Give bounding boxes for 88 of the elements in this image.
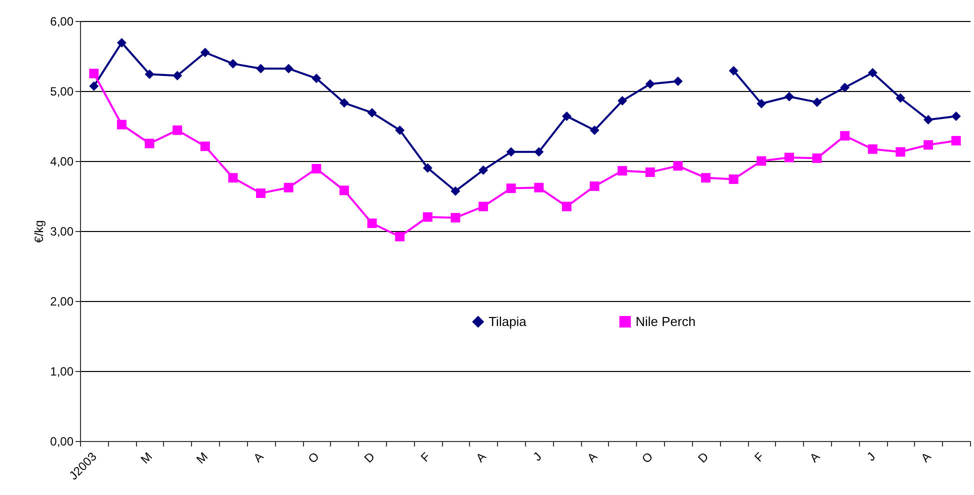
point [172, 70, 182, 80]
point [450, 186, 460, 196]
y-tick-label: 1,00 [50, 364, 74, 378]
y-tick-label: 0,00 [50, 434, 74, 448]
point [618, 166, 628, 176]
point [645, 79, 655, 89]
point [478, 165, 488, 175]
x-tick-label: J [530, 450, 544, 464]
point [200, 142, 210, 152]
y-tick-label: 6,00 [50, 14, 74, 28]
point [924, 140, 934, 150]
point [590, 125, 600, 135]
y-tick-label: 4,00 [50, 154, 74, 168]
point [812, 97, 822, 107]
point [339, 98, 349, 108]
point [395, 125, 405, 135]
x-tick-label: J [864, 450, 878, 464]
point [116, 120, 126, 130]
x-tick-label: D [361, 449, 378, 466]
point [534, 147, 544, 157]
x-tick-label: A [250, 450, 266, 466]
point [89, 81, 99, 91]
point [784, 152, 794, 162]
point [701, 173, 711, 183]
y-axis-title: €/kg [32, 220, 46, 243]
point [144, 138, 154, 148]
point [868, 68, 878, 78]
point [562, 202, 572, 212]
point [840, 82, 850, 92]
point [728, 174, 738, 184]
point [339, 186, 349, 196]
y-tick-label: 3,00 [50, 224, 74, 238]
point [951, 111, 961, 121]
legend-label: Nile Perch [636, 314, 696, 329]
point [756, 156, 766, 166]
point [896, 93, 906, 103]
point [200, 48, 210, 58]
point [89, 68, 99, 78]
point [367, 108, 377, 118]
point [812, 153, 822, 163]
point [478, 202, 488, 212]
x-tick-label: F [418, 450, 434, 465]
point [728, 66, 738, 76]
point [840, 131, 850, 141]
x-tick-label: O [305, 450, 322, 466]
point [228, 173, 238, 183]
x-tick-label: A [806, 450, 822, 466]
x-tick-label: O [639, 450, 656, 466]
point [924, 114, 934, 124]
point [284, 64, 294, 74]
point [256, 64, 266, 74]
point [506, 147, 516, 157]
x-tick-label: D [695, 449, 712, 466]
x-tick-label: A [473, 450, 489, 466]
point [562, 111, 572, 121]
y-tick-label: 5,00 [50, 84, 74, 98]
point [116, 38, 126, 48]
point [951, 136, 961, 146]
y-tick-label: 2,00 [50, 294, 74, 308]
x-tick-label: A [918, 450, 934, 466]
point [450, 212, 460, 222]
point [673, 76, 683, 86]
point [256, 188, 266, 198]
point [618, 96, 628, 106]
point [534, 182, 544, 192]
point [673, 161, 683, 171]
x-tick-label: M [194, 450, 211, 467]
legend-label: Tilapia [488, 314, 528, 329]
point [228, 58, 238, 68]
point [312, 74, 322, 84]
point [590, 181, 600, 191]
x-tick-label: F [752, 450, 767, 465]
point [645, 167, 655, 177]
point [422, 163, 432, 173]
point [284, 182, 294, 192]
point [784, 92, 794, 102]
point [756, 98, 766, 108]
point [868, 144, 878, 154]
point [422, 212, 432, 222]
x-tick-label: A [584, 450, 600, 466]
x-tick-label: M [138, 450, 155, 467]
point [506, 184, 516, 194]
point [172, 125, 182, 135]
point [312, 164, 322, 174]
point [367, 218, 377, 228]
point [395, 232, 405, 242]
point [896, 147, 906, 157]
point [144, 69, 154, 79]
